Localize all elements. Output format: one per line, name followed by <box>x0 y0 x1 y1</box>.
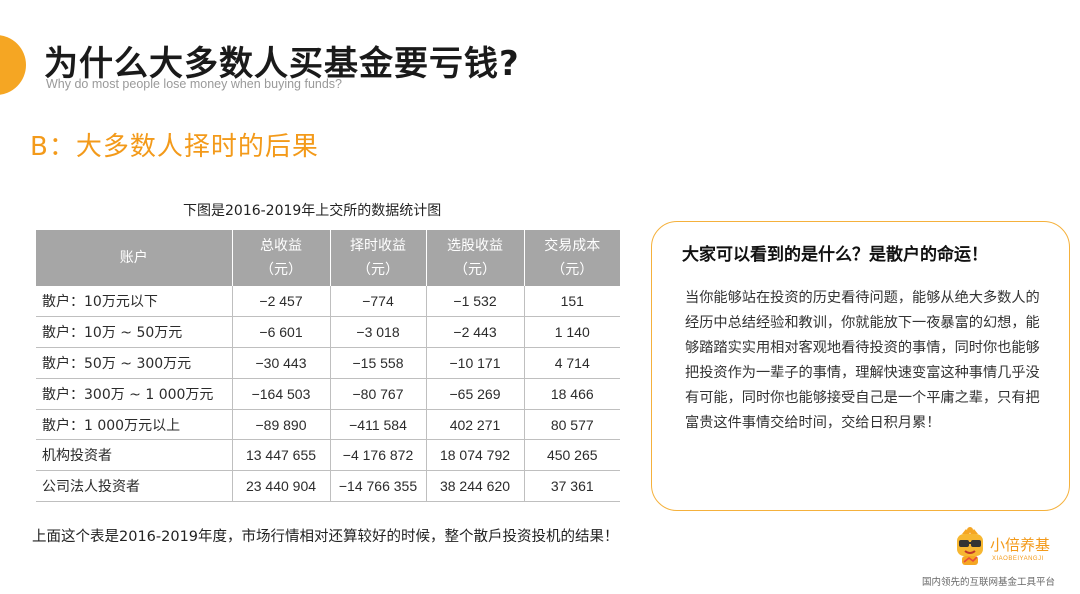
section-heading: B：大多数人择时的后果 <box>30 132 319 162</box>
table-caption: 下图是2016-2019年上交所的数据统计图 <box>183 203 442 219</box>
cell-cost: 151 <box>523 286 620 318</box>
row-label: 散户：300万 ~ 1 000万元 <box>36 378 232 410</box>
cell-timing: −411 584 <box>329 409 426 441</box>
row-label: 散户：50万 ~ 300万元 <box>36 347 232 379</box>
table-row: 散户：10万元以下 −2 457 −774 −1 532 151 <box>36 286 620 318</box>
cell-selection: −1 532 <box>425 286 524 318</box>
cell-cost: 1 140 <box>523 316 620 349</box>
cell-timing: −3 018 <box>329 316 426 349</box>
table-footnote: 上面这个表是2016-2019年度，市场行情相对还算较好的时候，整个散戶投资投机… <box>32 529 619 545</box>
cell-cost: 18 466 <box>523 378 620 410</box>
cell-cost: 450 265 <box>523 439 620 472</box>
cell-timing: −15 558 <box>329 347 426 379</box>
cell-timing: −14 766 355 <box>329 470 426 503</box>
callout-title: 大家可以看到的是什么？是散户的命运！ <box>682 245 988 265</box>
table-row: 散户：1 000万元以上 −89 890 −411 584 402 271 80… <box>36 409 620 441</box>
callout-body: 当你能够站在投资的历史看待问题，能够从绝大多数人的经历中总结经验和教训，你就能放… <box>685 290 1040 431</box>
cell-timing: −774 <box>329 286 426 318</box>
cell-cost: 80 577 <box>523 409 620 441</box>
cell-total: −2 457 <box>231 286 330 318</box>
header-account: 账户 <box>36 230 233 286</box>
accent-circle <box>0 35 26 95</box>
table-header-row: 账户 总收益 （元） 择时收益 （元） 选股收益 （元） 交易成本 （元） <box>36 230 620 286</box>
cell-selection: 402 271 <box>425 409 524 441</box>
cell-total: 13 447 655 <box>231 439 330 472</box>
cell-selection: −10 171 <box>425 347 524 379</box>
brand-slogan: 国内领先的互联网基金工具平台 <box>922 577 1056 588</box>
row-label: 公司法人投资者 <box>36 470 232 503</box>
table-row: 公司法人投资者 23 440 904 −14 766 355 38 244 62… <box>36 470 620 503</box>
brand-name: 小倍养基 <box>990 536 1051 554</box>
row-label: 散户：10万元以下 <box>36 286 232 318</box>
table-row: 机构投资者 13 447 655 −4 176 872 18 074 792 4… <box>36 439 620 472</box>
cell-total: −164 503 <box>231 378 330 410</box>
cell-selection: −2 443 <box>425 316 524 349</box>
cell-selection: 18 074 792 <box>425 439 524 472</box>
page-subtitle: Why do most people lose money when buyin… <box>46 77 343 91</box>
smiley-mascot-icon <box>957 527 983 565</box>
cell-total: −89 890 <box>231 409 330 441</box>
row-label: 散户：1 000万元以上 <box>36 409 232 441</box>
cell-cost: 37 361 <box>523 470 620 503</box>
header-trading-cost: 交易成本 （元） <box>524 230 620 286</box>
row-label: 散户：10万 ~ 50万元 <box>36 316 232 349</box>
cell-timing: −80 767 <box>329 378 426 410</box>
brand-pinyin: XIAOBEIYANGJI <box>992 556 1044 562</box>
header-total-return: 总收益 （元） <box>232 230 331 286</box>
cell-total: 23 440 904 <box>231 470 330 503</box>
cell-selection: 38 244 620 <box>425 470 524 503</box>
page-title: 为什么大多数人买基金要亏钱? <box>44 44 520 84</box>
table-row: 散户：300万 ~ 1 000万元 −164 503 −80 767 −65 2… <box>36 378 620 410</box>
cell-cost: 4 714 <box>523 347 620 379</box>
cell-total: −6 601 <box>231 316 330 349</box>
callout-box: 大家可以看到的是什么？是散户的命运！ 当你能够站在投资的历史看待问题，能够从绝大… <box>651 221 1070 511</box>
cell-total: −30 443 <box>231 347 330 379</box>
cell-timing: −4 176 872 <box>329 439 426 472</box>
row-label: 机构投资者 <box>36 439 232 472</box>
header-selection-return: 选股收益 （元） <box>426 230 525 286</box>
brand-logo: 小倍养基 XIAOBEIYANGJI <box>952 525 1062 569</box>
table-row: 散户：10万 ~ 50万元 −6 601 −3 018 −2 443 1 140 <box>36 316 620 349</box>
cell-selection: −65 269 <box>425 378 524 410</box>
header-timing-return: 择时收益 （元） <box>330 230 427 286</box>
table-row: 散户：50万 ~ 300万元 −30 443 −15 558 −10 171 4… <box>36 347 620 379</box>
data-table: 账户 总收益 （元） 择时收益 （元） 选股收益 （元） 交易成本 （元） 散户：10万… <box>36 230 620 503</box>
